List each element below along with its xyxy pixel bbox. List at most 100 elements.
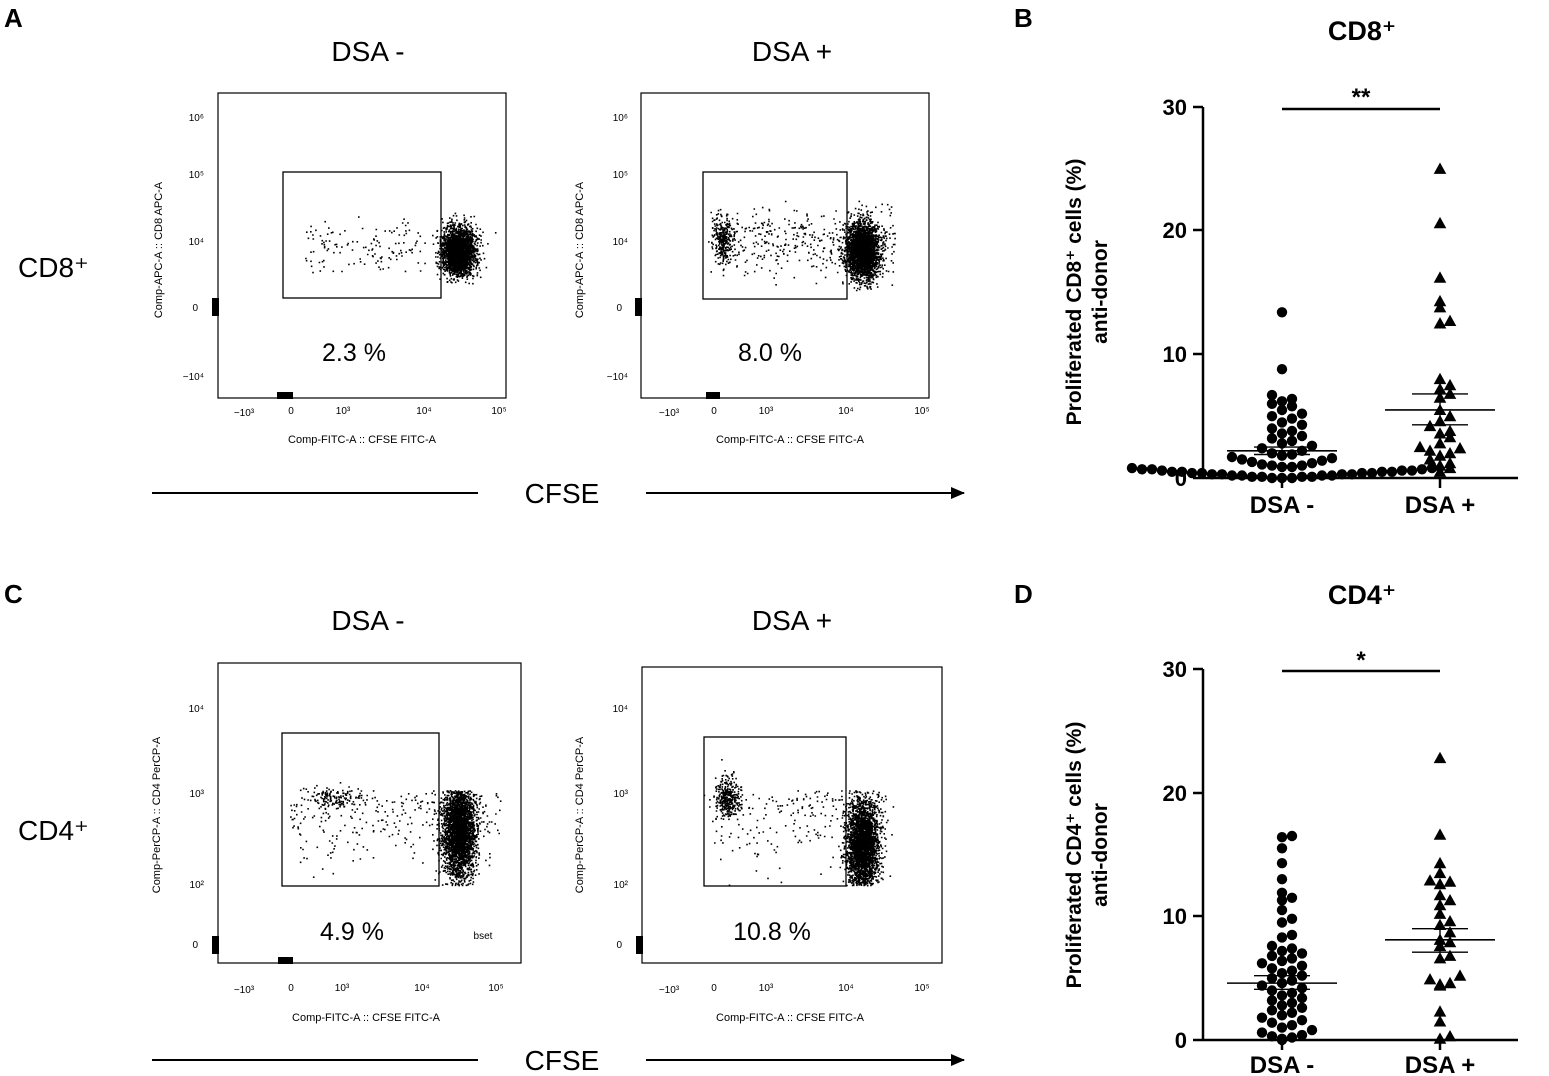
data-point-dsa-neg	[1256, 958, 1268, 969]
data-point-dsa-neg	[1276, 396, 1288, 407]
data-point-dsa-pos	[1433, 751, 1447, 764]
data-point-dsa-neg	[1246, 471, 1258, 482]
data-point-dsa-neg	[1286, 965, 1298, 976]
data-point-dsa-neg	[1176, 466, 1188, 477]
mean-sem-dsa-neg	[1227, 446, 1337, 456]
plot-frame	[217, 662, 522, 964]
mean-sem-bars	[1227, 928, 1495, 990]
x-tick: −10³	[234, 408, 255, 419]
data-point-dsa-neg	[1396, 465, 1408, 476]
axis-ticks-dark	[636, 936, 643, 954]
flow-plot-cd8-dsa-neg: DSA - 2.3 % 10⁶ 10⁵ 10⁴ 0 −10⁴ −10³ 0 10…	[153, 36, 507, 446]
y-tick-20: 20	[1163, 218, 1203, 243]
data-point-dsa-neg	[1236, 470, 1248, 481]
x-tick: 10³	[335, 983, 350, 994]
data-point-dsa-pos	[1433, 317, 1447, 329]
data-point-dsa-neg	[1286, 953, 1298, 964]
data-point-dsa-neg	[1266, 985, 1278, 996]
data-point-dsa-neg	[1206, 469, 1218, 480]
flow-plot-cd4-dsa-neg: DSA - 4.9 % bset 10⁴ 10³ 10² 0 −10³ 0 10…	[151, 605, 522, 1024]
data-points	[1126, 162, 1467, 484]
data-point-dsa-pos	[1433, 216, 1447, 229]
data-point-dsa-pos	[1433, 889, 1447, 901]
data-point-dsa-neg	[1266, 472, 1278, 484]
data-point-dsa-neg	[1266, 389, 1278, 401]
data-point-dsa-neg	[1326, 470, 1338, 481]
data-point-dsa-neg	[1296, 982, 1308, 994]
x-category-dsa-neg: DSA -	[1250, 492, 1314, 519]
data-point-dsa-neg	[1276, 450, 1288, 461]
event-dots	[703, 759, 895, 887]
row-label-cd4: CD4⁺	[18, 815, 89, 846]
y-tick: −10⁴	[183, 372, 204, 383]
data-point-dsa-neg	[1256, 471, 1268, 482]
data-point-dsa-pos	[1443, 875, 1457, 887]
y-tick-20: 20	[1163, 781, 1203, 806]
y-tick: 10⁴	[189, 704, 204, 715]
data-point-dsa-neg	[1276, 364, 1288, 375]
dot-cloud	[305, 212, 497, 285]
flow-row-cd4: CD4⁺ DSA - 4.9 % bset 10⁴ 10³ 10² 0 −10³…	[18, 605, 965, 1076]
axis-ticks-dark	[635, 298, 720, 399]
svg-text:10: 10	[1163, 904, 1187, 929]
y-tick: 0	[616, 940, 622, 951]
data-point-dsa-neg	[1256, 459, 1268, 470]
data-point-dsa-neg	[1286, 913, 1298, 924]
data-point-dsa-pos	[1433, 877, 1447, 890]
data-point-dsa-neg	[1286, 435, 1298, 447]
data-point-dsa-pos	[1433, 271, 1447, 283]
x-tick: 0	[711, 983, 717, 994]
y-axis-label: Comp-PerCP-A :: CD4 PerCP-A	[151, 736, 163, 893]
data-point-dsa-pos	[1433, 372, 1447, 385]
y-tick: −10⁴	[607, 372, 628, 383]
data-point-dsa-pos	[1443, 976, 1457, 989]
data-point-dsa-neg	[1276, 832, 1288, 843]
data-point-dsa-neg	[1276, 887, 1288, 898]
event-dots	[305, 212, 497, 285]
data-point-dsa-pos	[1433, 459, 1447, 471]
data-point-dsa-pos	[1443, 409, 1457, 422]
row-label-cd8: CD8⁺	[18, 252, 89, 283]
x-tick: 10⁴	[838, 406, 853, 417]
data-point-dsa-neg	[1286, 461, 1298, 473]
data-point-dsa-neg	[1186, 467, 1198, 479]
data-point-dsa-neg	[1276, 945, 1288, 957]
data-point-dsa-neg	[1266, 995, 1278, 1006]
data-point-dsa-pos	[1433, 907, 1447, 919]
y-tick: 0	[616, 303, 622, 314]
condition-label: DSA +	[752, 36, 832, 67]
data-point-dsa-pos	[1453, 969, 1467, 981]
data-point-dsa-pos	[1423, 874, 1437, 886]
x-tick: 0	[711, 406, 717, 417]
x-tick: −10³	[659, 985, 680, 996]
gate-percent: 2.3 %	[322, 339, 386, 367]
data-point-dsa-pos	[1433, 978, 1447, 990]
data-point-dsa-pos	[1433, 294, 1447, 307]
y-tick: 10⁵	[613, 170, 628, 181]
y-tick: 10⁴	[613, 704, 628, 715]
data-point-dsa-pos	[1443, 430, 1457, 443]
mean-sem-dsa-pos	[1385, 928, 1495, 953]
data-point-dsa-neg	[1256, 1012, 1268, 1023]
data-point-dsa-pos	[1443, 949, 1457, 961]
x-tick: 10⁵	[488, 983, 503, 994]
data-point-dsa-neg	[1286, 997, 1298, 1009]
data-point-dsa-pos	[1443, 1030, 1457, 1042]
y-axis-label: Comp-APC-A :: CD8 APC-A	[153, 181, 165, 318]
gate-percent: 8.0 %	[738, 339, 802, 367]
data-point-dsa-neg	[1266, 973, 1278, 984]
data-point-dsa-neg	[1276, 990, 1288, 1001]
svg-text:30: 30	[1163, 657, 1187, 682]
y-axis-label-line2: anti-donor	[1089, 803, 1112, 907]
svg-text:20: 20	[1163, 781, 1187, 806]
significance-stars: *	[1356, 647, 1366, 674]
data-point-dsa-neg	[1286, 830, 1298, 842]
gate-box	[703, 736, 847, 887]
data-point-dsa-neg	[1126, 462, 1138, 474]
y-tick-0: 0	[1175, 1028, 1203, 1053]
data-point-dsa-neg	[1266, 433, 1278, 444]
gate-percent: 10.8 %	[733, 918, 811, 946]
data-point-dsa-neg	[1276, 307, 1288, 318]
data-point-dsa-pos	[1433, 162, 1447, 174]
data-point-dsa-neg	[1296, 471, 1308, 482]
